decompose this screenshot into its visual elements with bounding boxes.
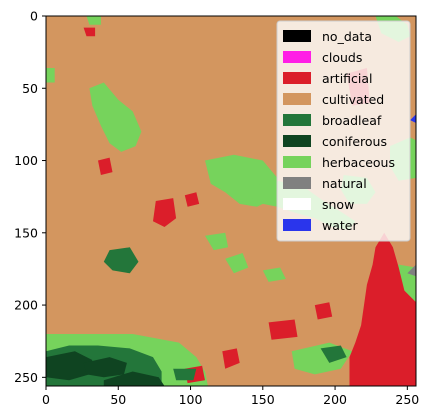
x-tick-label: 50 xyxy=(110,392,126,407)
y-tick-label: 0 xyxy=(30,9,38,24)
region-herbaceous xyxy=(262,267,286,282)
region-herbaceous xyxy=(46,68,55,83)
region-coniferous xyxy=(103,371,165,386)
x-tick-label: 250 xyxy=(395,392,419,407)
x-tick-label: 100 xyxy=(179,392,203,407)
region-natural xyxy=(407,264,416,277)
region-artificial xyxy=(153,198,177,227)
y-tick-label: 100 xyxy=(14,153,38,168)
legend-swatch xyxy=(283,135,311,147)
y-tick-label: 200 xyxy=(14,298,38,313)
region-artificial xyxy=(268,319,298,340)
region-artificial xyxy=(349,232,416,386)
legend-swatch xyxy=(283,51,311,63)
region-artificial xyxy=(314,302,333,320)
x-tick-label: 0 xyxy=(42,392,50,407)
region-artificial xyxy=(222,348,240,369)
legend-swatch xyxy=(283,219,311,231)
region-herbaceous xyxy=(225,253,249,274)
region-herbaceous xyxy=(89,82,142,152)
region-herbaceous xyxy=(205,232,229,251)
plot-frame xyxy=(45,15,417,387)
legend-label: no_data xyxy=(322,29,372,44)
x-axis: 0 50 100 150 200 250 xyxy=(42,386,419,407)
region-broadleaf xyxy=(103,247,139,274)
legend-swatch xyxy=(283,156,311,168)
y-tick-label: 50 xyxy=(22,81,38,96)
region-herbaceous xyxy=(46,395,416,396)
legend-label: coniferous xyxy=(322,134,387,149)
legend-label: herbaceous xyxy=(322,155,395,170)
legend-label: water xyxy=(322,218,358,233)
y-tick-label: 150 xyxy=(14,225,38,240)
region-artificial xyxy=(98,157,113,175)
legend-swatch xyxy=(283,114,311,126)
legend-label: broadleaf xyxy=(322,113,382,128)
legend-label: snow xyxy=(322,197,354,212)
legend-label: natural xyxy=(322,176,367,191)
legend-label: artificial xyxy=(322,71,373,86)
legend-swatch xyxy=(283,177,311,189)
legend-swatch xyxy=(283,93,311,105)
legend-swatch xyxy=(283,72,311,84)
legend-swatch xyxy=(283,30,311,42)
region-artificial xyxy=(83,27,96,37)
legend-swatch xyxy=(283,198,311,210)
legend-label: clouds xyxy=(322,50,362,65)
x-tick-label: 150 xyxy=(251,392,275,407)
y-tick-label: 250 xyxy=(14,370,38,385)
region-water xyxy=(410,114,416,123)
y-axis: 0 50 100 150 200 250 xyxy=(14,9,46,385)
x-tick-label: 200 xyxy=(323,392,347,407)
region-broadleaf xyxy=(320,345,347,363)
region-coniferous xyxy=(46,351,93,381)
legend-label: cultivated xyxy=(322,92,384,107)
region-artificial xyxy=(184,192,200,207)
region-coniferous xyxy=(83,357,127,378)
region-broadleaf xyxy=(173,368,197,381)
region-herbaceous xyxy=(86,16,101,25)
